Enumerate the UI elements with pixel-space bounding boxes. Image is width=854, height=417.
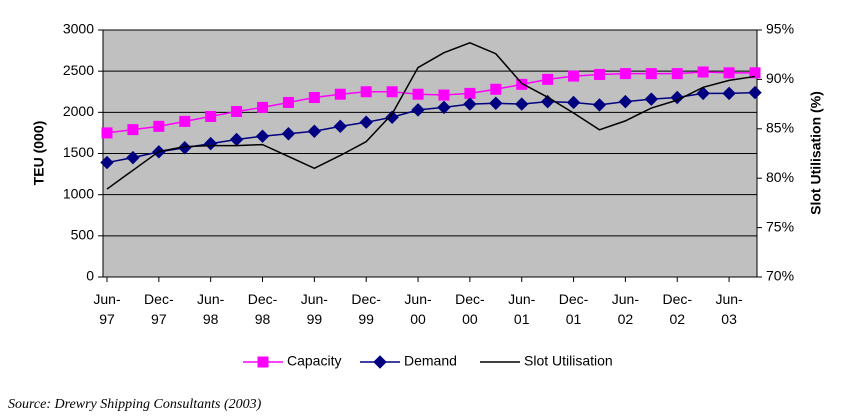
data-point: [490, 83, 502, 95]
y2-tick-label: 90%: [766, 70, 794, 86]
data-point: [568, 70, 580, 82]
data-point: [412, 88, 424, 100]
data-point: [618, 94, 633, 109]
data-point: [464, 87, 476, 99]
data-point: [307, 124, 322, 138]
legend-label: Demand: [404, 353, 457, 369]
data-point: [386, 86, 398, 98]
data-point: [205, 110, 217, 122]
data-point: [100, 155, 114, 170]
y-tick-label: 2000: [63, 103, 94, 119]
data-point: [516, 78, 528, 90]
data-point: [593, 68, 605, 80]
data-point: [438, 89, 450, 101]
data-point: [203, 136, 218, 151]
data-point: [153, 120, 165, 132]
x-tick-label: Jun-99: [300, 291, 328, 327]
data-point: [645, 68, 657, 80]
legend-label: Capacity: [287, 353, 341, 369]
legend-marker: [373, 355, 387, 369]
data-point: [257, 101, 269, 113]
data-point: [255, 129, 270, 143]
data-point: [126, 150, 140, 165]
data-point: [697, 66, 709, 78]
x-tick-label: Dec-98: [247, 291, 278, 327]
data-point: [696, 86, 710, 101]
data-point: [308, 92, 320, 104]
legend-label: Slot Utilisation: [524, 353, 613, 369]
data-point: [566, 95, 581, 110]
x-tick-label: Jun-03: [715, 291, 743, 327]
source-note: Source: Drewry Shipping Consultants (200…: [8, 397, 262, 412]
x-tick-label: Dec-02: [662, 291, 693, 327]
data-point: [592, 98, 607, 112]
data-point: [644, 92, 659, 106]
data-point: [282, 96, 294, 108]
y2-tick-label: 85%: [766, 120, 794, 136]
y-axis-title: TEU (000): [31, 121, 47, 186]
data-point: [542, 73, 554, 85]
data-point: [127, 124, 139, 136]
data-point: [619, 68, 631, 80]
y2-tick-label: 70%: [766, 268, 794, 284]
data-point: [749, 67, 761, 79]
data-point: [671, 68, 683, 80]
x-tick-label: Jun-02: [611, 291, 639, 327]
series-line: [106, 42, 756, 190]
data-point: [333, 119, 347, 134]
y2-axis-title: Slot Utilisation (%): [808, 91, 824, 215]
x-tick-label: Dec-97: [144, 291, 174, 327]
y-tick-label: 1000: [63, 185, 94, 201]
y-tick-label: 0: [86, 268, 94, 284]
data-point: [334, 88, 346, 100]
x-tick-label: Jun-98: [197, 291, 225, 327]
data-point: [101, 127, 113, 139]
data-point: [360, 86, 372, 98]
data-point: [179, 115, 191, 127]
data-point: [723, 67, 735, 79]
y2-tick-label: 75%: [766, 218, 794, 234]
y-tick-label: 2500: [63, 62, 94, 78]
y-tick-label: 1500: [63, 144, 94, 160]
data-point: [281, 127, 296, 141]
y2-tick-label: 80%: [766, 169, 794, 185]
x-tick-label: Jun-01: [508, 291, 536, 327]
data-point: [385, 110, 399, 124]
x-tick-label: Dec-01: [558, 291, 589, 327]
data-point: [489, 96, 503, 110]
data-point: [231, 106, 243, 118]
y2-tick-label: 95%: [766, 21, 794, 37]
y-tick-label: 500: [71, 227, 95, 243]
data-point: [748, 85, 762, 100]
y-tick-label: 3000: [63, 21, 94, 37]
data-point: [515, 97, 529, 111]
x-tick-label: Jun-97: [93, 291, 121, 327]
data-point: [437, 100, 451, 115]
x-tick-label: Dec-99: [351, 291, 381, 327]
data-point: [722, 86, 736, 101]
data-point: [411, 103, 425, 117]
data-point: [463, 97, 477, 111]
x-tick-label: Dec-00: [455, 291, 485, 327]
data-point: [359, 115, 373, 129]
x-tick-label: Jun-00: [404, 291, 432, 327]
legend-marker: [257, 356, 269, 368]
